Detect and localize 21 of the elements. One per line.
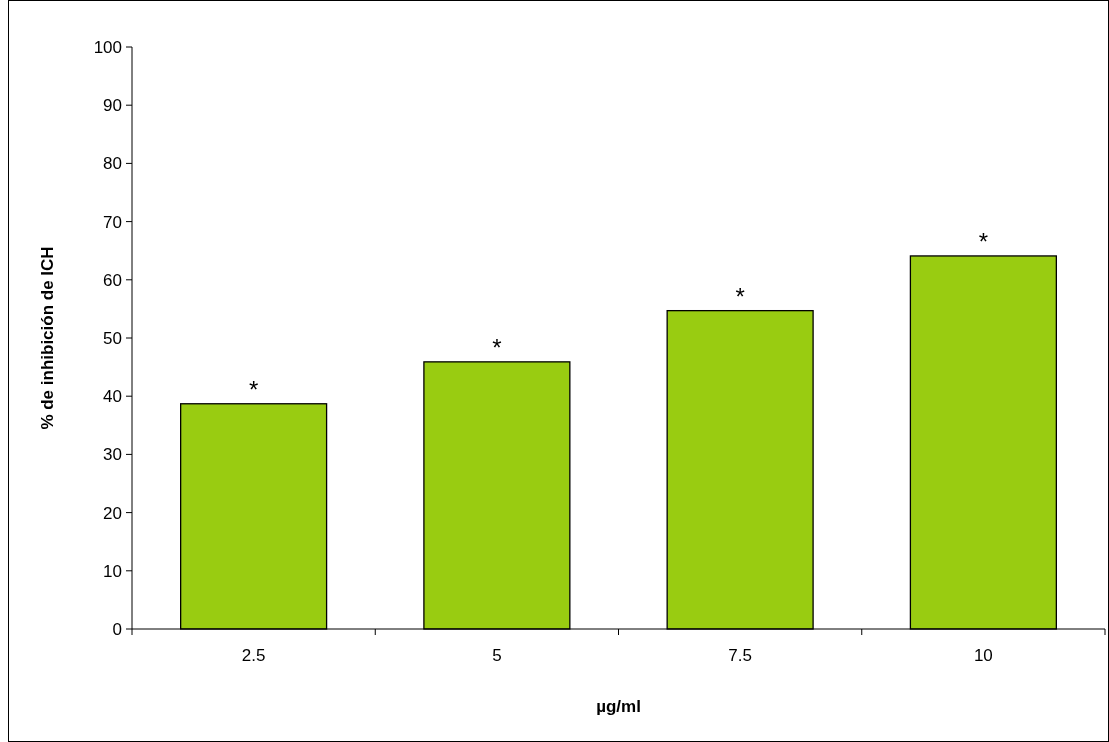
x-tick-label: 5 (492, 646, 502, 665)
annotation: * (735, 282, 745, 310)
y-tick-label: 20 (103, 503, 122, 523)
y-tick-label: 100 (93, 37, 122, 57)
annotation: * (492, 333, 502, 361)
y-tick-label: 30 (103, 445, 122, 465)
y-tick-label: 0 (112, 619, 122, 639)
x-axis-title: µg/ml (596, 697, 641, 716)
y-tick-label: 60 (103, 270, 122, 290)
y-tick-label: 90 (103, 96, 122, 116)
annotation: * (978, 227, 989, 255)
y-tick-label: 50 (103, 328, 122, 348)
annotation: * (248, 375, 259, 403)
x-tick-label: 2.5 (241, 646, 266, 665)
x-tick-label: 10 (973, 646, 993, 665)
y-axis-title: % de inhibición de ICH (38, 246, 57, 430)
y-tick-label: 70 (103, 212, 122, 232)
x-tick-label: 7.5 (728, 646, 752, 665)
y-tick-label: 80 (103, 154, 122, 174)
y-tick-label: 40 (103, 387, 122, 407)
y-tick-label: 10 (103, 561, 122, 581)
